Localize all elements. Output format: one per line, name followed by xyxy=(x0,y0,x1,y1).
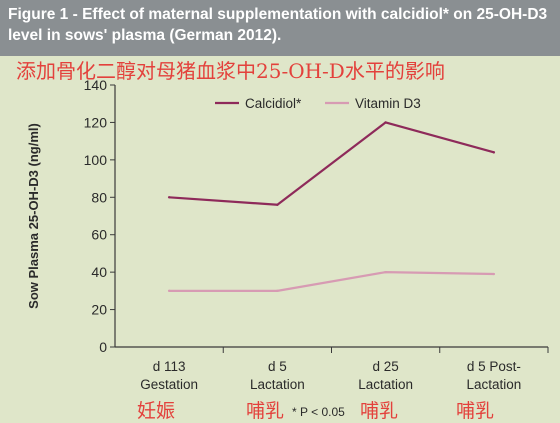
chinese-subtitle: 添加骨化二醇对母猪血浆中25-OH-D水平的影响 xyxy=(16,59,445,83)
data-point xyxy=(492,272,496,276)
x-tick-label: Lactation xyxy=(466,377,521,392)
y-tick-label: 60 xyxy=(91,227,107,243)
y-tick-label: 140 xyxy=(84,77,108,93)
y-axis-label: Sow Plasma 25-OH-D3 (ng/ml) xyxy=(26,123,41,309)
legend-label-calcidiol: Calcidiol* xyxy=(245,96,302,111)
cn-label-lactation-2: 哺乳 xyxy=(360,400,399,422)
data-point xyxy=(384,121,387,124)
data-point xyxy=(167,196,171,199)
cn-label-lactation-1: 哺乳 xyxy=(246,400,285,422)
x-tick-label: Gestation xyxy=(140,377,198,392)
y-tick-label: 80 xyxy=(91,189,107,205)
x-tick-label: d 113 xyxy=(153,359,186,374)
x-tick-label: Lactation xyxy=(358,377,413,392)
data-point xyxy=(276,203,279,206)
legend-label-vitamin-d3: Vitamin D3 xyxy=(355,96,421,111)
series-line-vitamin-d3 xyxy=(169,271,494,292)
data-point xyxy=(384,270,387,274)
figure-title: Figure 1 - Effect of maternal supplement… xyxy=(8,6,548,44)
y-tick-label: 20 xyxy=(91,302,107,318)
cn-label-lactation-3: 哺乳 xyxy=(456,400,495,422)
data-point xyxy=(492,151,496,154)
x-tick-label: d 5 Post- xyxy=(467,359,521,374)
y-tick-label: 40 xyxy=(91,264,107,280)
y-tick-label: 120 xyxy=(84,114,108,130)
data-point xyxy=(276,289,279,293)
series-line-calcidiol xyxy=(169,121,495,206)
data-point xyxy=(167,289,171,293)
x-tick-label: d 5 xyxy=(268,359,287,374)
x-tick-label: Lactation xyxy=(250,377,305,392)
cn-label-gestation: 妊娠 xyxy=(137,400,176,422)
y-tick-label: 0 xyxy=(99,339,107,355)
x-tick-label: d 25 xyxy=(372,359,398,374)
significance-footnote: * P < 0.05 xyxy=(292,405,345,419)
y-tick-label: 100 xyxy=(84,152,108,168)
figure-header xyxy=(0,0,560,56)
